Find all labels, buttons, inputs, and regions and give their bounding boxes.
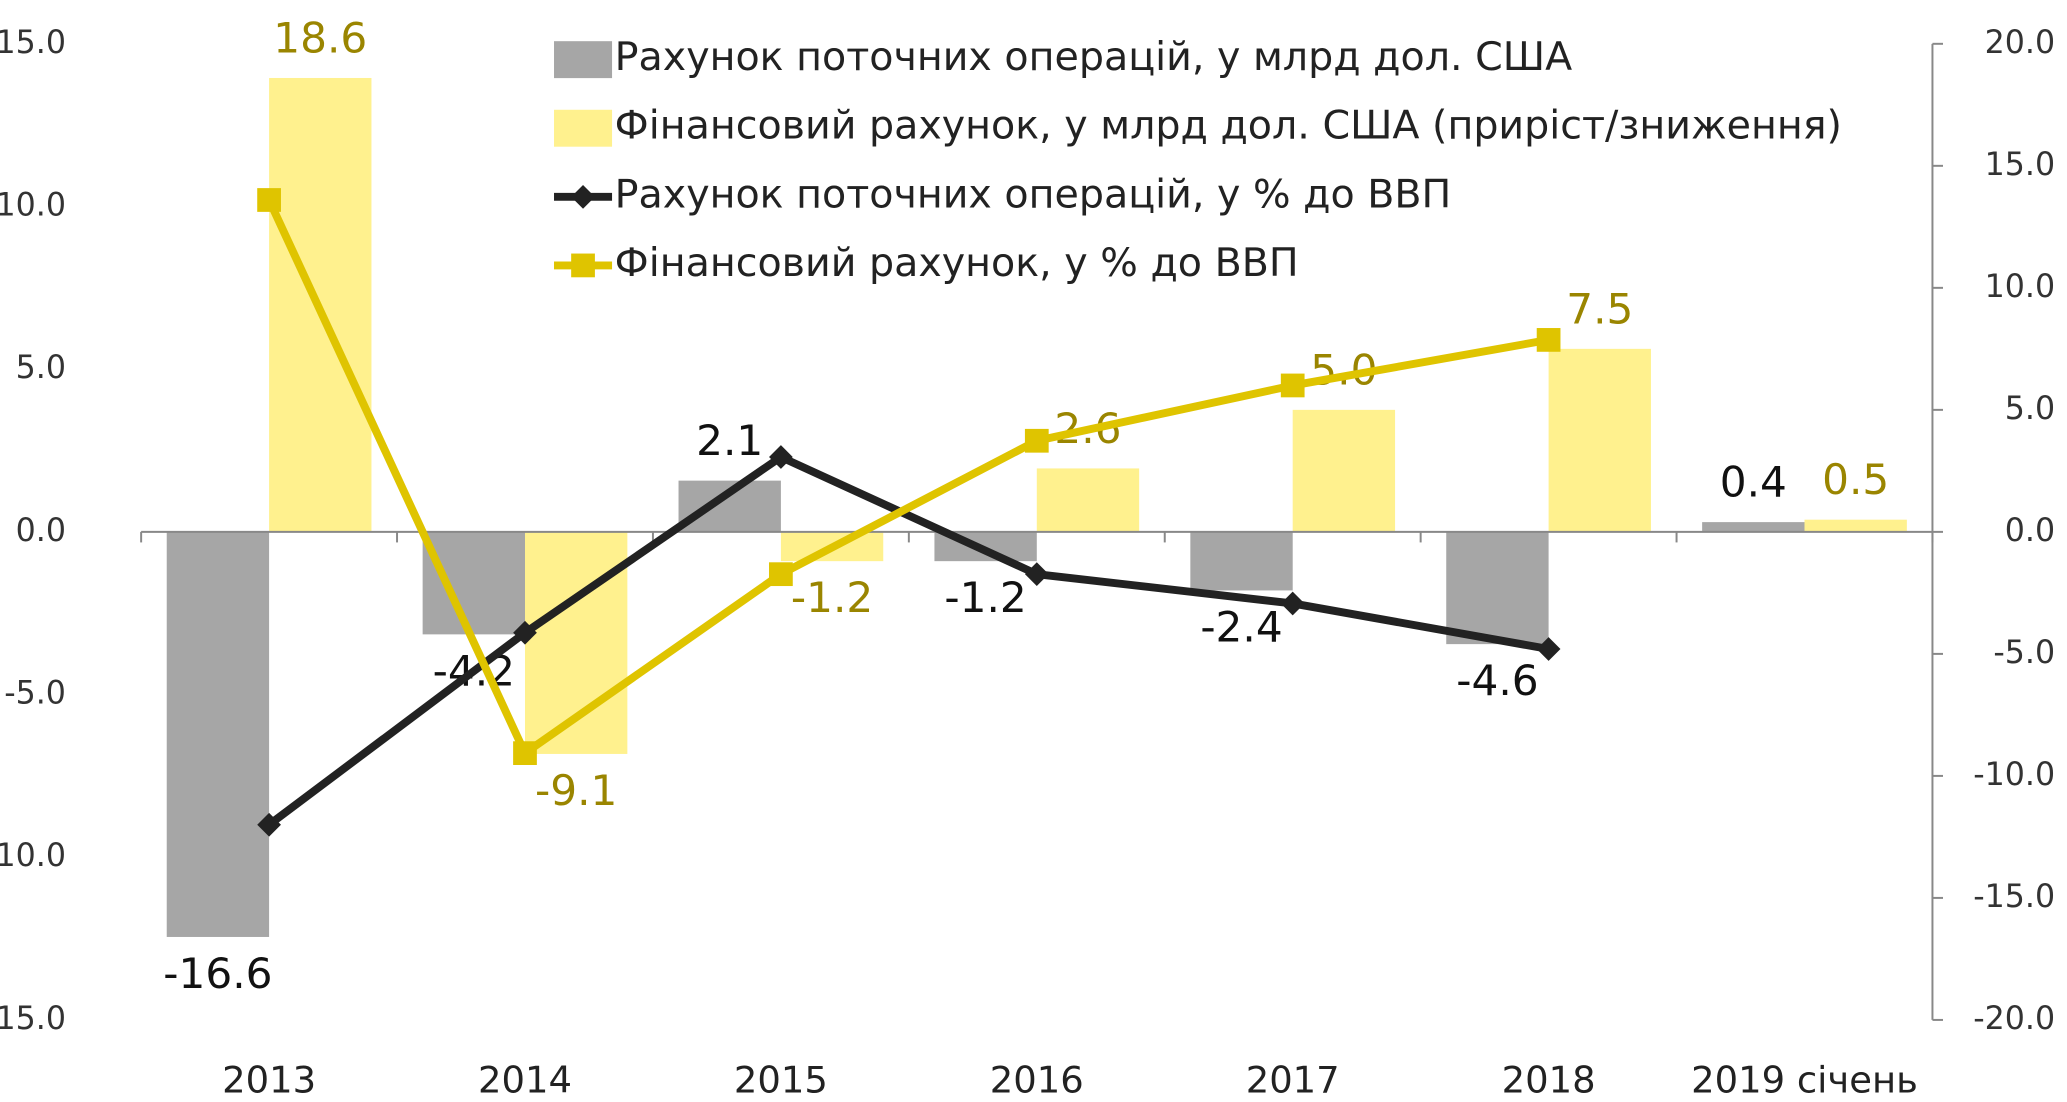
y-tick-label: 0.0 — [16, 513, 66, 549]
line-marker — [1024, 428, 1049, 453]
legend-label: Фінансовий рахунок, у млрд дол. США (при… — [615, 103, 1842, 149]
data-label: 0.5 — [1822, 455, 1889, 504]
x-tick-label: 2015 — [734, 1058, 828, 1101]
line — [265, 198, 1550, 758]
data-label: -4.6 — [1456, 656, 1538, 705]
y2-tick-label: 10.0 — [1985, 269, 2055, 305]
x-tick-label: 2013 — [222, 1058, 316, 1101]
bar — [422, 531, 525, 635]
data-label: 18.6 — [273, 14, 367, 63]
y-tick-label: -5.0 — [4, 676, 66, 712]
data-label: -16.6 — [163, 949, 272, 998]
data-label: 2.1 — [696, 416, 763, 465]
y2-tick-label: -10.0 — [1973, 757, 2055, 793]
bar — [1190, 531, 1293, 591]
line-marker — [1280, 591, 1305, 616]
y2-tick-label: 0.0 — [2005, 513, 2055, 549]
line-marker — [1536, 328, 1561, 352]
legend-label: Рахунок поточних операцій, у млрд дол. С… — [615, 34, 1572, 80]
x-tick-label: 2017 — [1246, 1058, 1340, 1101]
bar — [1702, 522, 1805, 532]
bar — [166, 531, 270, 937]
x-tick-label: 2019 січень — [1691, 1058, 1918, 1101]
y2-tick-label: 20.0 — [1985, 25, 2055, 61]
line-marker — [1024, 562, 1049, 587]
x-tick-label: 2018 — [1502, 1058, 1596, 1101]
y-tick-label: 10.0 — [0, 188, 66, 224]
y-tick-label: 15.0 — [0, 25, 66, 61]
bar — [1804, 519, 1907, 532]
y2-tick-label: 15.0 — [1985, 147, 2055, 183]
legend-marker — [571, 184, 595, 209]
x-tick-label: 2016 — [990, 1058, 1084, 1101]
legend-swatch — [554, 41, 613, 79]
x-tick-label: 2014 — [478, 1058, 572, 1101]
line-marker — [513, 741, 537, 765]
y2-tick-label: -5.0 — [1993, 635, 2055, 671]
legend-swatch — [554, 109, 613, 147]
bar — [1292, 409, 1396, 532]
y2-tick-label: 5.0 — [2005, 391, 2055, 427]
line-marker — [257, 188, 281, 212]
legend-label: Рахунок поточних операцій, у % до ВВП — [615, 171, 1452, 217]
data-label: -2.4 — [1200, 603, 1282, 652]
data-label: 7.5 — [1566, 284, 1633, 333]
y-tick-label: 5.0 — [16, 350, 66, 386]
data-label: 0.4 — [1720, 458, 1787, 507]
y2-tick-label: -15.0 — [1973, 879, 2055, 915]
bar — [1446, 531, 1549, 645]
line-marker — [769, 562, 793, 587]
bar — [1548, 348, 1651, 532]
data-label: -9.1 — [535, 766, 617, 815]
y-tick-label: -15.0 — [0, 1001, 66, 1037]
data-label: -1.2 — [791, 573, 873, 622]
y2-tick-label: -20.0 — [1973, 1001, 2055, 1037]
bar — [1036, 468, 1140, 532]
data-label: -1.2 — [944, 573, 1026, 622]
line-marker — [1280, 373, 1305, 398]
y-tick-label: -10.0 — [0, 838, 66, 874]
line-marker — [257, 812, 281, 837]
legend-label: Фінансовий рахунок, у % до ВВП — [615, 240, 1299, 286]
legend-marker — [571, 253, 595, 278]
